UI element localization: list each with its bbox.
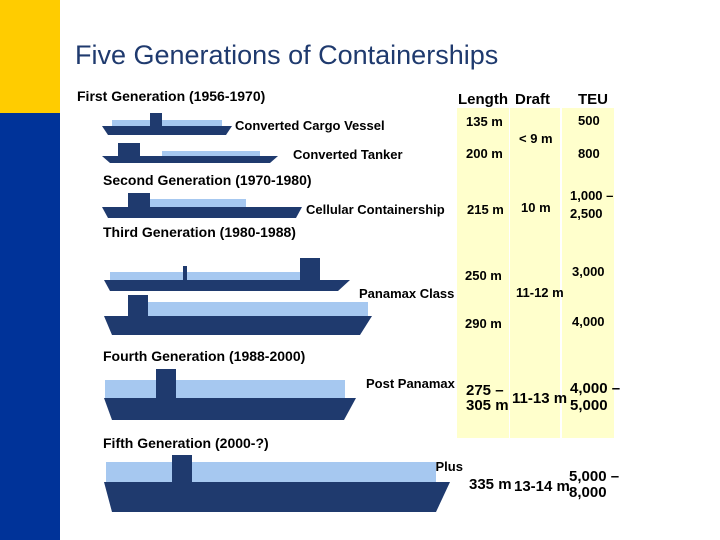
ship-post-panamax-plus (104, 455, 450, 512)
generation-5-label: Fifth Generation (2000-?) (103, 435, 269, 451)
teu-gen5-line2: 8,000 (569, 484, 607, 501)
length-gen3-b: 290 m (465, 316, 502, 331)
ship-label-post-panamax: Post Panamax (366, 376, 455, 391)
header-draft: Draft (515, 91, 551, 108)
accent-bar-blue (0, 113, 60, 540)
generation-4-label: Fourth Generation (1988-2000) (103, 348, 306, 364)
teu-gen2-line2: 2,500 (570, 206, 603, 221)
teu-gen3-a: 3,000 (572, 264, 605, 279)
generation-1-label: First Generation (1956-1970) (77, 88, 266, 104)
draft-column-bg (510, 108, 560, 438)
ship-post-panamax (104, 369, 356, 420)
length-gen1-a: 135 m (466, 114, 503, 129)
draft-gen5: 13-14 m (514, 478, 570, 495)
ship-label-panamax: Panamax Class (359, 286, 455, 301)
length-gen4-line2: 305 m (466, 397, 509, 414)
page-title: Five Generations of Containerships (75, 40, 499, 70)
generation-3-label: Third Generation (1980-1988) (103, 224, 296, 240)
draft-gen1: < 9 m (519, 131, 553, 146)
ship-converted-cargo-vessel (102, 113, 232, 135)
length-gen5: 335 m (469, 476, 512, 493)
draft-gen2: 10 m (521, 200, 551, 215)
ship-panamax-a (104, 258, 350, 291)
teu-gen1-b: 800 (578, 146, 600, 161)
header-length: Length (458, 91, 508, 108)
teu-column-bg (562, 108, 614, 438)
teu-gen4-line1: 4,000 – (570, 380, 621, 397)
length-gen4-line1: 275 – (466, 382, 504, 399)
accent-bar-yellow (0, 0, 60, 113)
ship-cellular-containership (102, 193, 302, 218)
ship-converted-tanker (102, 143, 278, 163)
teu-gen3-b: 4,000 (572, 314, 605, 329)
ship-label-cellular: Cellular Containership (306, 202, 445, 217)
teu-gen2-line1: 1,000 – (570, 188, 614, 203)
teu-gen4-line2: 5,000 (570, 397, 608, 414)
draft-gen4: 11-13 m (512, 390, 568, 407)
length-column-bg (457, 108, 509, 438)
length-gen2: 215 m (467, 202, 504, 217)
length-gen3-a: 250 m (465, 268, 502, 283)
length-gen1-b: 200 m (466, 146, 503, 161)
ship-label-converted-tanker: Converted Tanker (293, 147, 403, 162)
draft-gen3: 11-12 m (516, 285, 564, 300)
ship-label-converted-cargo: Converted Cargo Vessel (235, 118, 385, 133)
header-teu: TEU (578, 91, 608, 108)
teu-gen1-a: 500 (578, 113, 600, 128)
generation-2-label: Second Generation (1970-1980) (103, 172, 312, 188)
ship-panamax-b (104, 295, 372, 335)
teu-gen5-line1: 5,000 – (569, 468, 620, 485)
